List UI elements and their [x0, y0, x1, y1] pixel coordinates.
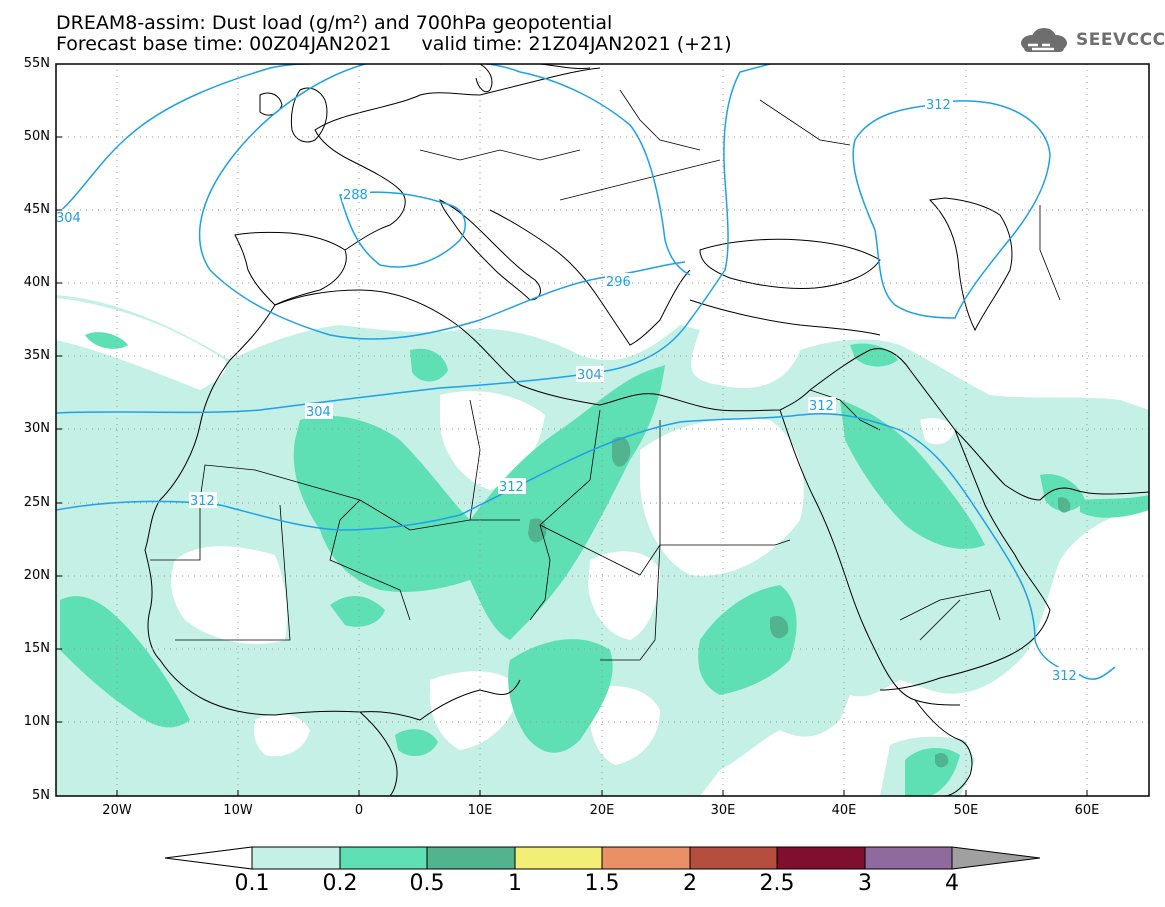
colorbar-segment-3 — [426, 846, 516, 870]
cloud-icon — [1021, 28, 1067, 52]
lat-label: 30N — [23, 421, 50, 436]
colorbar-segment-6 — [689, 846, 778, 870]
lon-label: 60E — [1074, 803, 1100, 818]
lat-label: 10N — [23, 714, 50, 729]
colorbar-label: 2 — [683, 871, 697, 896]
colorbar-label: 1.5 — [584, 871, 620, 896]
contour-label: 288 — [343, 188, 368, 203]
logo-text: SEEVCCC — [1076, 30, 1165, 50]
contour-label: 304 — [306, 405, 331, 420]
colorbar-label: 0.2 — [322, 871, 358, 896]
colorbar — [164, 846, 1041, 870]
lon-label: 0 — [354, 803, 364, 818]
colorbar-segment-1 — [251, 846, 341, 870]
lat-label: 5N — [32, 788, 50, 803]
contour-label: 312 — [809, 399, 834, 414]
lon-label: 10E — [467, 803, 493, 818]
lon-label: 20E — [589, 803, 615, 818]
geopotential-contours — [56, 64, 1116, 680]
contour-label: 312 — [499, 480, 524, 495]
colorbar-label: 4 — [945, 871, 959, 896]
contour-label: 312 — [926, 98, 951, 113]
lat-label: 15N — [23, 641, 50, 656]
borders — [150, 89, 1061, 661]
lat-label: 45N — [23, 202, 50, 217]
tick-marks — [56, 63, 1088, 796]
colorbar-label: 2.5 — [759, 871, 795, 896]
map-subtitle: Forecast base time: 00Z04JAN2021 valid t… — [56, 33, 732, 55]
lat-label: 25N — [23, 495, 50, 510]
colorbar-segment-8 — [864, 846, 953, 870]
contour-label: 304 — [577, 368, 602, 383]
gridlines — [56, 64, 1149, 796]
lat-label: 55N — [23, 56, 50, 71]
lat-label: 20N — [23, 568, 50, 583]
colorbar-segment-5 — [601, 846, 691, 870]
coastlines — [144, 64, 1149, 796]
contour-label: 304 — [56, 211, 81, 226]
map-title: DREAM8-assim: Dust load (g/m²) and 700hP… — [56, 12, 613, 34]
contour-label: 312 — [190, 494, 215, 509]
lat-label: 35N — [23, 348, 50, 363]
contour-label: 312 — [1052, 669, 1077, 684]
lon-label: 20W — [102, 803, 132, 818]
lon-label: 30E — [710, 803, 736, 818]
colorbar-segment-9 — [951, 846, 1041, 870]
lon-label: 40E — [831, 803, 857, 818]
lat-label: 40N — [23, 275, 50, 290]
lon-label: 50E — [953, 803, 979, 818]
contour-labels: 304 288 296 312 304 304 312 312 312 312 — [56, 96, 1079, 684]
contour-label: 296 — [606, 275, 631, 290]
colorbar-label: 0.1 — [234, 871, 270, 896]
colorbar-segment-2 — [339, 846, 428, 870]
colorbar-label: 0.5 — [409, 871, 445, 896]
lat-label: 50N — [23, 129, 50, 144]
lon-label: 10W — [223, 803, 253, 818]
dust-shading — [56, 295, 1149, 796]
colorbar-segment-7 — [776, 846, 866, 870]
colorbar-segment-4 — [514, 846, 603, 870]
colorbar-label: 3 — [858, 871, 872, 896]
colorbar-segment-0 — [164, 846, 253, 870]
colorbar-label: 1 — [508, 871, 522, 896]
